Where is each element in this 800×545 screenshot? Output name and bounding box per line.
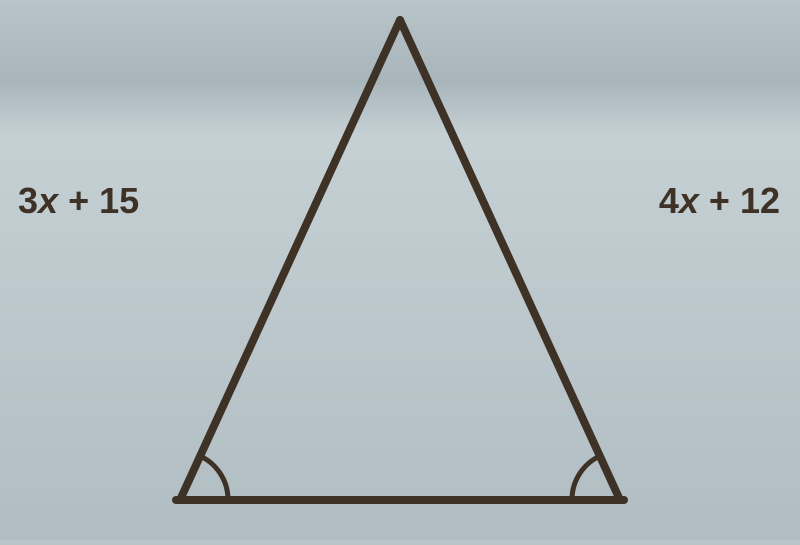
right-angle-arc	[572, 456, 600, 500]
left-x: x	[38, 180, 58, 221]
triangle-left-side	[180, 20, 400, 500]
left-side-label: 3x + 15	[18, 180, 139, 222]
triangle-right-side	[400, 20, 620, 500]
left-coef: 3	[18, 180, 38, 221]
triangle-diagram: 3x + 15 4x + 12	[0, 0, 800, 540]
right-coef: 4	[659, 180, 679, 221]
right-x: x	[679, 180, 699, 221]
left-angle-arc	[200, 456, 228, 500]
triangle-svg	[0, 0, 800, 540]
right-const: + 12	[699, 180, 780, 221]
right-side-label: 4x + 12	[659, 180, 780, 222]
left-const: + 15	[58, 180, 139, 221]
